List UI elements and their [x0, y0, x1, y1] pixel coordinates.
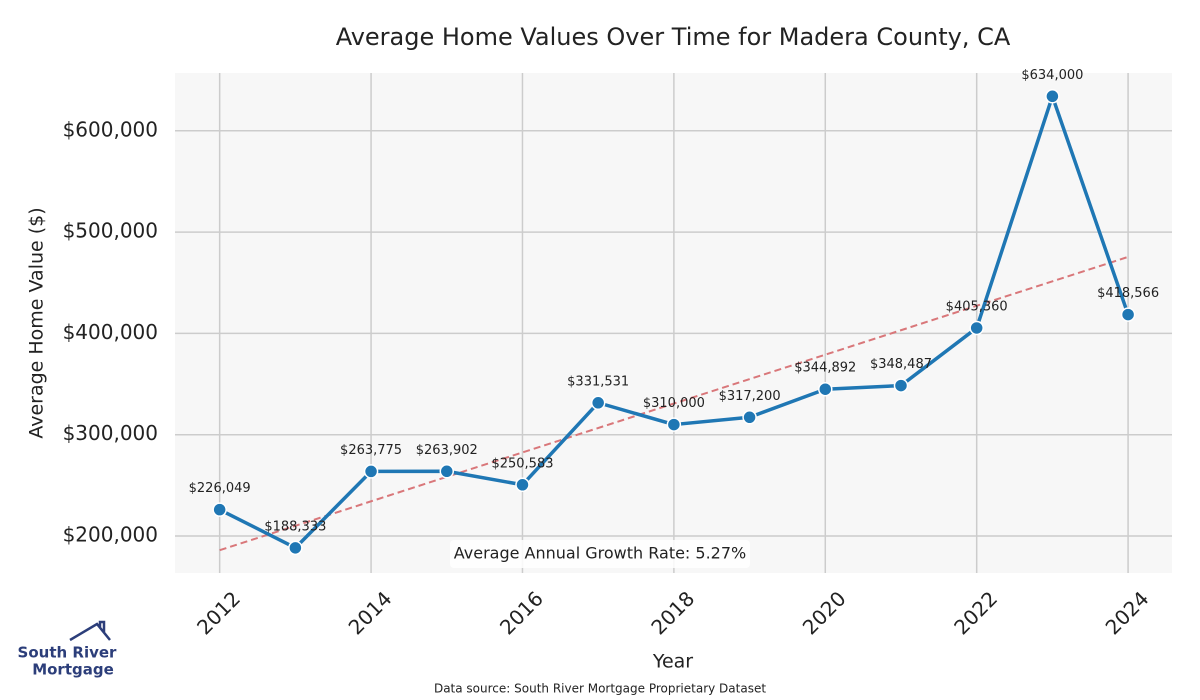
data-label: $344,892 — [794, 361, 856, 376]
data-label: $405,360 — [946, 299, 1008, 314]
chart-title: Average Home Values Over Time for Madera… — [336, 23, 1011, 51]
y-tick-label: $500,000 — [63, 219, 158, 243]
x-tick-label: 2024 — [1101, 586, 1154, 639]
data-label: $310,000 — [643, 396, 705, 411]
x-axis-label: Year — [652, 651, 693, 673]
y-tick-label: $300,000 — [63, 421, 158, 445]
data-label: $418,566 — [1097, 286, 1159, 301]
source-note: Data source: South River Mortgage Propri… — [434, 682, 766, 696]
data-label: $263,775 — [340, 443, 402, 458]
logo-text: South River — [18, 644, 118, 662]
data-label: $634,000 — [1021, 68, 1083, 83]
data-point — [1120, 307, 1136, 322]
x-tick-label: 2020 — [798, 586, 851, 639]
x-tick-label: 2022 — [949, 586, 1002, 639]
data-point — [893, 378, 909, 393]
logo-text: Mortgage — [32, 661, 114, 679]
data-label: $317,200 — [719, 389, 781, 404]
data-label: $250,583 — [491, 456, 553, 471]
y-tick-label: $600,000 — [63, 117, 158, 141]
annotation: Average Annual Growth Rate: 5.27% — [454, 544, 746, 563]
data-label: $263,902 — [416, 443, 478, 458]
x-tick-label: 2018 — [646, 586, 699, 639]
data-label: $226,049 — [189, 481, 251, 496]
marks — [212, 89, 1136, 556]
data-point — [742, 410, 757, 425]
data-label: $188,333 — [264, 519, 326, 534]
data-label: $348,487 — [870, 357, 932, 372]
data-label: $331,531 — [567, 374, 629, 389]
data-point — [212, 502, 227, 517]
data-point — [363, 464, 379, 479]
data-point — [969, 320, 984, 336]
data-point — [818, 381, 833, 397]
y-axis-label: Average Home Value ($) — [26, 207, 48, 438]
x-tick-label: 2012 — [192, 586, 245, 639]
data-point — [439, 464, 455, 479]
data-point — [515, 477, 530, 493]
x-tick-label: 2014 — [344, 586, 397, 639]
annotation-box — [450, 540, 750, 568]
data-point — [288, 540, 303, 556]
data-point — [590, 395, 606, 411]
trend-line — [219, 255, 1129, 552]
x-tick-label: 2016 — [495, 586, 548, 639]
logo-icon — [69, 620, 111, 642]
data-point — [666, 417, 682, 432]
y-tick-label: $200,000 — [63, 523, 158, 547]
y-tick-label: $400,000 — [63, 320, 158, 344]
data-point — [1045, 89, 1060, 104]
